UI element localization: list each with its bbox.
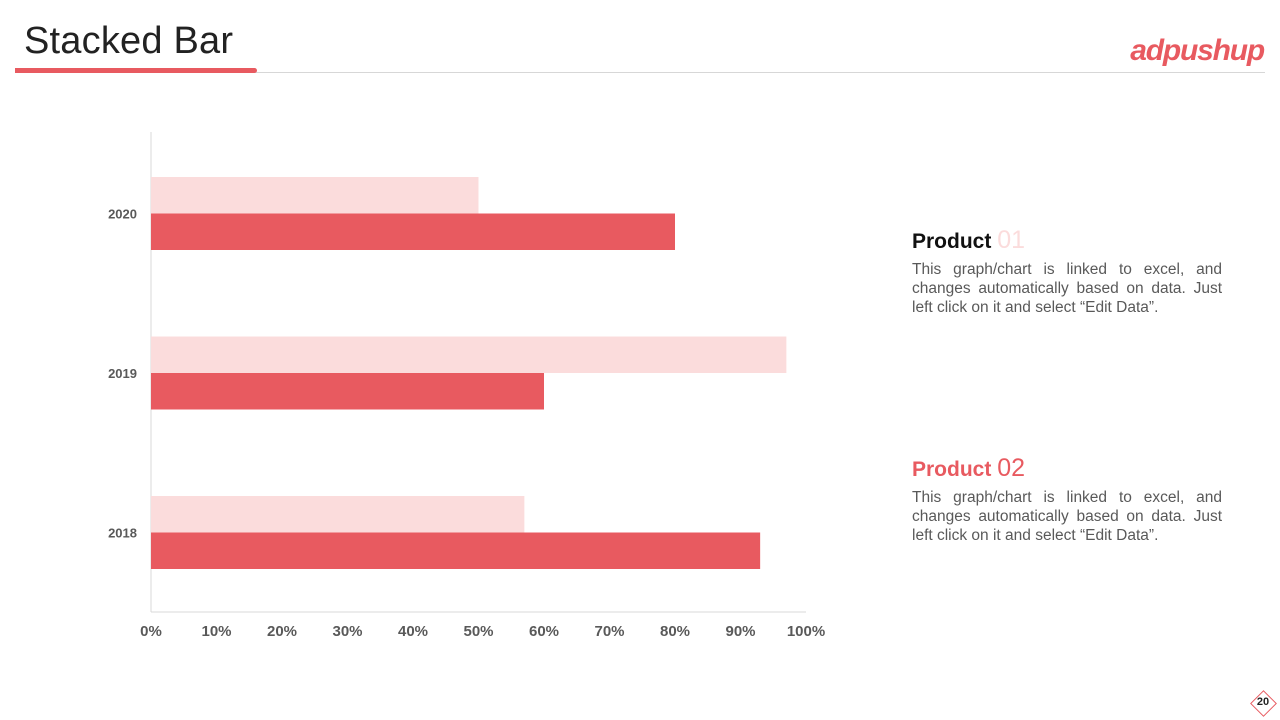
product-02-number: 02 bbox=[997, 454, 1025, 482]
slide-title: Stacked Bar bbox=[24, 20, 234, 62]
x-tick-label: 90% bbox=[725, 623, 755, 640]
title-divider bbox=[15, 72, 1265, 73]
x-tick-label: 70% bbox=[594, 623, 624, 640]
x-tick-label: 40% bbox=[398, 623, 428, 640]
bar-2018-series-2 bbox=[151, 532, 761, 569]
x-tick-label: 50% bbox=[463, 623, 493, 640]
x-tick-label: 100% bbox=[787, 623, 825, 640]
x-tick-label: 0% bbox=[140, 623, 162, 640]
product-02-description: This graph/chart is linked to excel, and… bbox=[912, 489, 1222, 544]
product-01-title: Product 01 bbox=[912, 228, 1222, 254]
page-number-badge: 20 bbox=[1250, 690, 1277, 717]
y-tick-label-2020: 2020 bbox=[108, 207, 137, 222]
x-tick-label: 80% bbox=[660, 623, 690, 640]
product-02-label: Product bbox=[912, 458, 992, 481]
bar-2020-series-1 bbox=[151, 177, 479, 214]
product-02-panel: Product 02 This graph/chart is linked to… bbox=[912, 456, 1222, 545]
brand-logo: adpushup bbox=[1130, 34, 1265, 67]
title-accent-bar bbox=[15, 68, 257, 73]
y-tick-label-2018: 2018 bbox=[108, 526, 137, 541]
bar-2019-series-2 bbox=[151, 373, 544, 410]
y-tick-label-2019: 2019 bbox=[108, 366, 137, 381]
x-tick-label: 60% bbox=[529, 623, 559, 640]
bar-2020-series-2 bbox=[151, 213, 675, 250]
product-01-label: Product bbox=[912, 230, 992, 253]
x-tick-label: 10% bbox=[201, 623, 231, 640]
bar-2019-series-1 bbox=[151, 336, 787, 373]
product-01-number: 01 bbox=[997, 226, 1025, 254]
product-02-title: Product 02 bbox=[912, 456, 1222, 482]
x-tick-label: 20% bbox=[267, 623, 297, 640]
product-01-panel: Product 01 This graph/chart is linked to… bbox=[912, 228, 1222, 317]
bar-2018-series-1 bbox=[151, 496, 525, 533]
product-01-description: This graph/chart is linked to excel, and… bbox=[912, 261, 1222, 316]
page-number: 20 bbox=[1256, 696, 1270, 708]
x-tick-label: 30% bbox=[332, 623, 362, 640]
